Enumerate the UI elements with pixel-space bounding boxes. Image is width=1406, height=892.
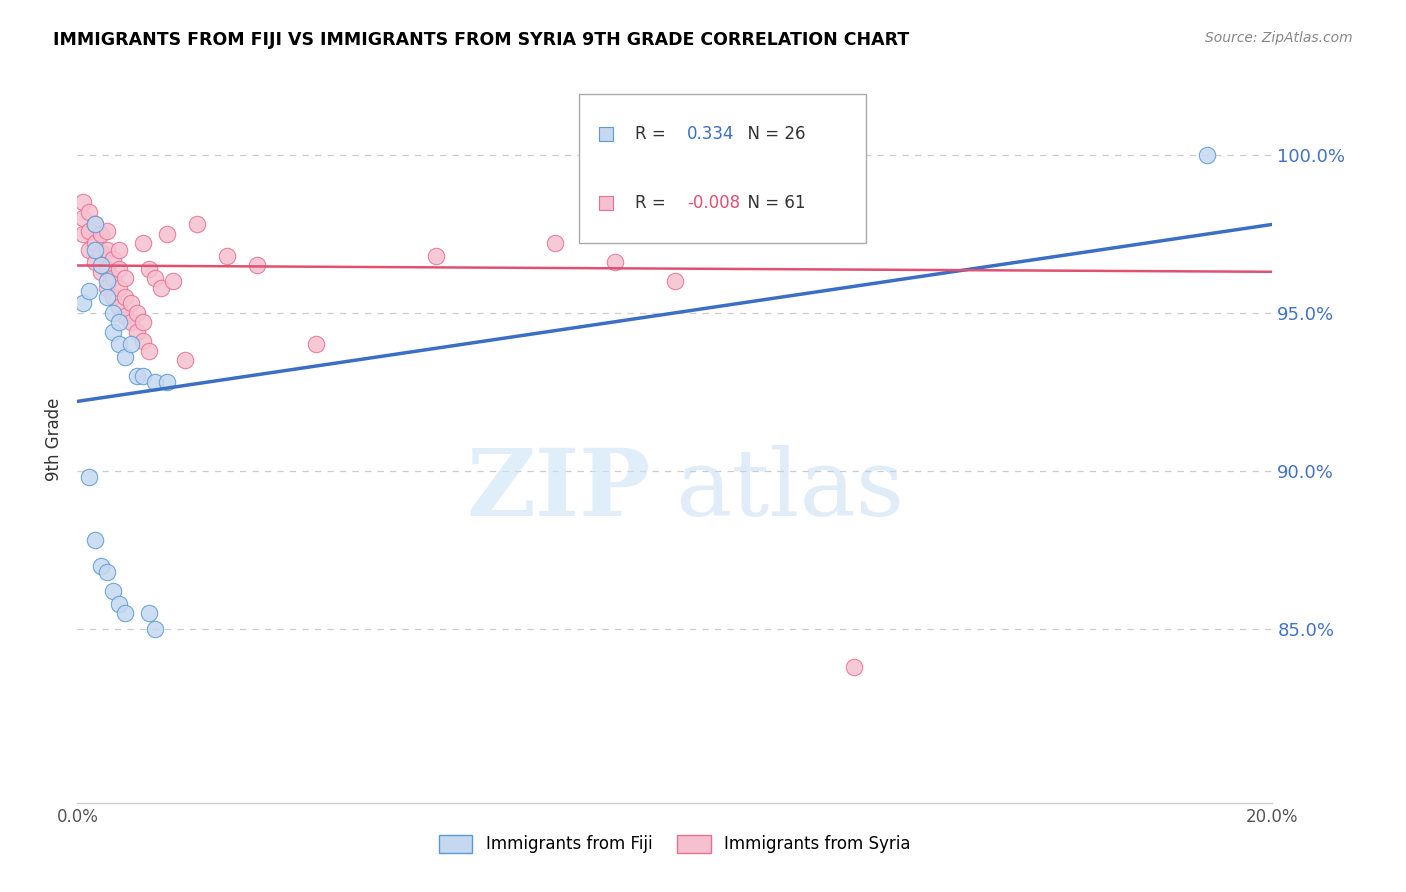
Point xyxy=(108,315,131,329)
Point xyxy=(246,259,269,273)
Point xyxy=(605,255,627,269)
Text: -0.008: -0.008 xyxy=(688,194,740,212)
Point xyxy=(84,533,107,548)
Point xyxy=(79,204,101,219)
Point xyxy=(150,280,173,294)
Point xyxy=(186,218,208,232)
Point xyxy=(215,249,238,263)
Point xyxy=(305,337,328,351)
Point xyxy=(120,315,142,329)
Point xyxy=(84,218,107,232)
Point xyxy=(127,369,149,384)
Text: R =: R = xyxy=(636,194,672,212)
Point xyxy=(103,252,124,267)
Point xyxy=(114,290,136,304)
Point xyxy=(103,290,124,304)
Point xyxy=(162,274,184,288)
FancyBboxPatch shape xyxy=(579,94,866,243)
Point xyxy=(108,280,131,294)
Point xyxy=(143,622,166,636)
Point xyxy=(90,259,112,273)
Point xyxy=(138,606,160,620)
Point xyxy=(72,211,94,225)
Point xyxy=(90,265,112,279)
Point xyxy=(143,271,166,285)
Point xyxy=(114,350,136,364)
Point xyxy=(132,334,155,349)
Point xyxy=(138,343,160,358)
Point xyxy=(96,280,118,294)
Point xyxy=(156,376,179,390)
Point xyxy=(96,290,118,304)
Point xyxy=(79,284,101,298)
Point xyxy=(96,274,118,288)
Point xyxy=(108,300,131,314)
Point xyxy=(72,195,94,210)
Point xyxy=(96,261,118,276)
Point xyxy=(114,309,136,323)
Text: Source: ZipAtlas.com: Source: ZipAtlas.com xyxy=(1205,31,1353,45)
Point xyxy=(72,296,94,310)
Point xyxy=(844,660,866,674)
Legend: Immigrants from Fiji, Immigrants from Syria: Immigrants from Fiji, Immigrants from Sy… xyxy=(433,828,917,860)
Point xyxy=(138,261,160,276)
Point xyxy=(425,249,447,263)
Point xyxy=(103,584,124,599)
Text: R =: R = xyxy=(636,125,672,143)
Point xyxy=(84,243,107,257)
Point xyxy=(79,224,101,238)
Point xyxy=(108,243,131,257)
Text: ZIP: ZIP xyxy=(467,445,651,535)
Point xyxy=(127,325,149,339)
Text: IMMIGRANTS FROM FIJI VS IMMIGRANTS FROM SYRIA 9TH GRADE CORRELATION CHART: IMMIGRANTS FROM FIJI VS IMMIGRANTS FROM … xyxy=(53,31,910,49)
Point xyxy=(90,245,112,260)
Point xyxy=(143,376,166,390)
Text: 0.334: 0.334 xyxy=(688,125,734,143)
Point xyxy=(90,227,112,241)
Text: atlas: atlas xyxy=(675,445,904,535)
Point xyxy=(103,325,124,339)
Point xyxy=(127,306,149,320)
Point xyxy=(114,271,136,285)
Point xyxy=(72,227,94,241)
Point xyxy=(90,558,112,573)
Point xyxy=(96,224,118,238)
Point xyxy=(132,315,155,329)
Point xyxy=(114,606,136,620)
Point xyxy=(96,565,118,579)
Point xyxy=(1195,148,1218,162)
Y-axis label: 9th Grade: 9th Grade xyxy=(45,398,63,481)
Point xyxy=(108,261,131,276)
Point xyxy=(120,296,142,310)
Point xyxy=(132,369,155,384)
Point xyxy=(108,597,131,611)
Point xyxy=(156,227,179,241)
Point xyxy=(664,274,686,288)
Point xyxy=(79,243,101,257)
Point xyxy=(84,255,107,269)
Point xyxy=(174,353,197,368)
Point xyxy=(120,337,142,351)
Text: N = 26: N = 26 xyxy=(737,125,806,143)
Point xyxy=(84,236,107,251)
Point xyxy=(544,236,567,251)
Point xyxy=(103,306,124,320)
Point xyxy=(103,271,124,285)
Point xyxy=(84,218,107,232)
Point xyxy=(79,470,101,484)
Point xyxy=(96,243,118,257)
Point xyxy=(108,337,131,351)
Point xyxy=(132,236,155,251)
Text: N = 61: N = 61 xyxy=(737,194,806,212)
